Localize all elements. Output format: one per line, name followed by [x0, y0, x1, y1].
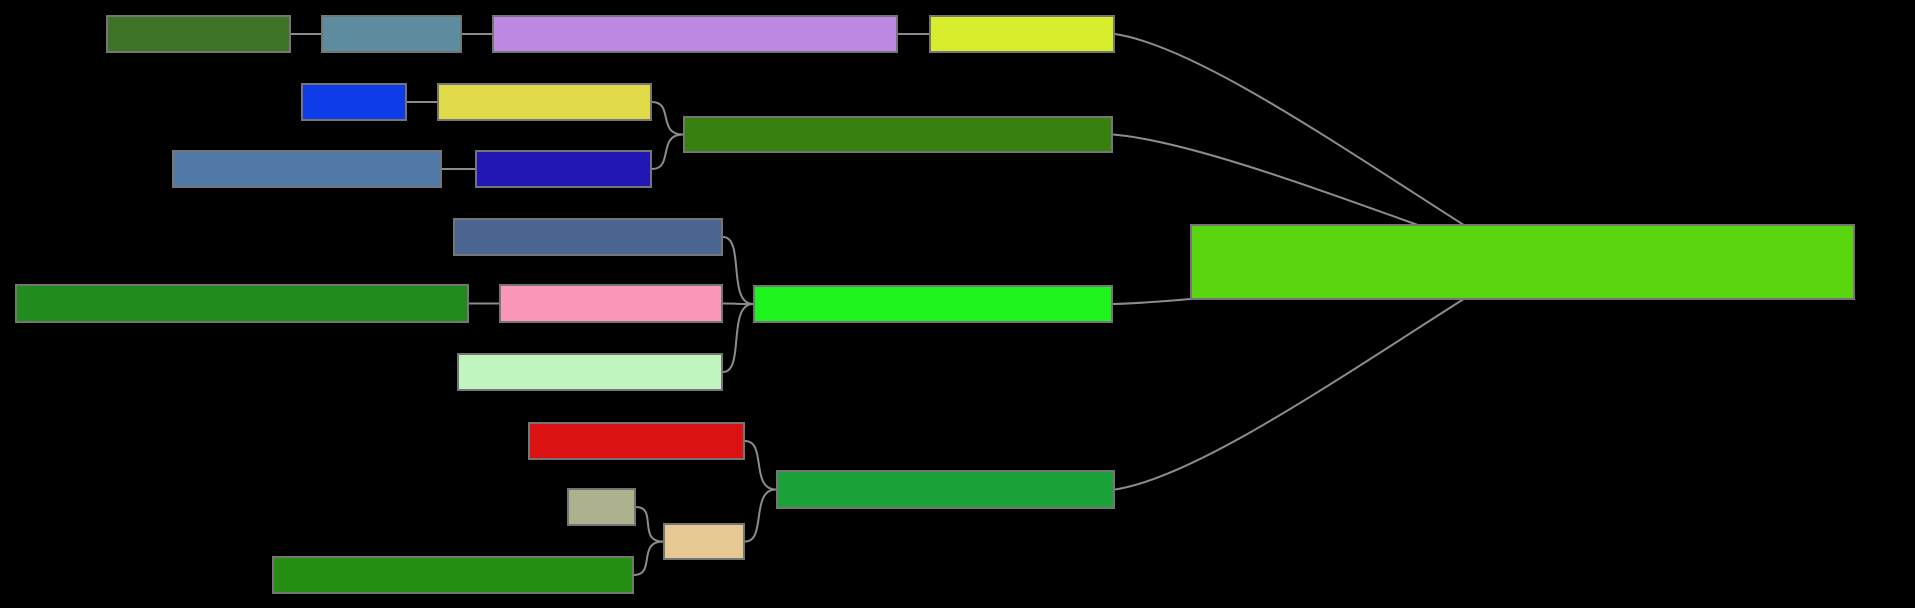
- edge-merged-segment-c-to-final-merged-segment: [1114, 261, 1524, 491]
- node-olive-segment: [106, 15, 291, 53]
- node-merged-segment-c: [776, 470, 1115, 509]
- node-purple-segment: [492, 15, 898, 53]
- node-palegreen-segment: [457, 353, 723, 391]
- node-yellow-segment: [437, 83, 652, 121]
- node-merged-segment-a: [683, 116, 1113, 153]
- node-tan-merged-segment: [663, 523, 745, 560]
- edge-navy-segment-to-merged-segment-a: [651, 133, 684, 170]
- node-navy-segment: [475, 150, 652, 188]
- edge-tan-merged-segment-to-merged-segment-c: [744, 488, 777, 543]
- node-final-merged-segment: [1190, 224, 1855, 300]
- edge-red-segment-to-merged-segment-c: [744, 440, 777, 491]
- edge-pink-segment-to-merged-segment-b: [722, 302, 754, 305]
- node-chartreuse-segment: [929, 15, 1115, 53]
- node-blue-segment: [301, 83, 407, 121]
- node-teal-segment: [321, 15, 462, 53]
- node-merged-segment-b: [753, 285, 1113, 323]
- edge-slate-segment-to-merged-segment-b: [722, 236, 754, 305]
- edge-khaki-segment-to-tan-merged-segment: [635, 506, 664, 543]
- node-pink-segment: [499, 284, 723, 323]
- edge-chartreuse-segment-to-final-merged-segment: [1114, 33, 1524, 263]
- node-darkgreen-long-segment: [15, 284, 469, 323]
- node-slate-segment: [453, 218, 723, 256]
- node-steelblue-segment: [172, 150, 442, 188]
- edge-palegreen-segment-to-merged-segment-b: [722, 303, 754, 373]
- node-red-segment: [528, 422, 745, 460]
- node-bottomgreen-segment: [272, 556, 634, 594]
- edge-bottomgreen-segment-to-tan-merged-segment: [633, 540, 664, 576]
- edge-yellow-segment-to-merged-segment-a: [651, 101, 684, 136]
- node-khaki-segment: [567, 488, 636, 526]
